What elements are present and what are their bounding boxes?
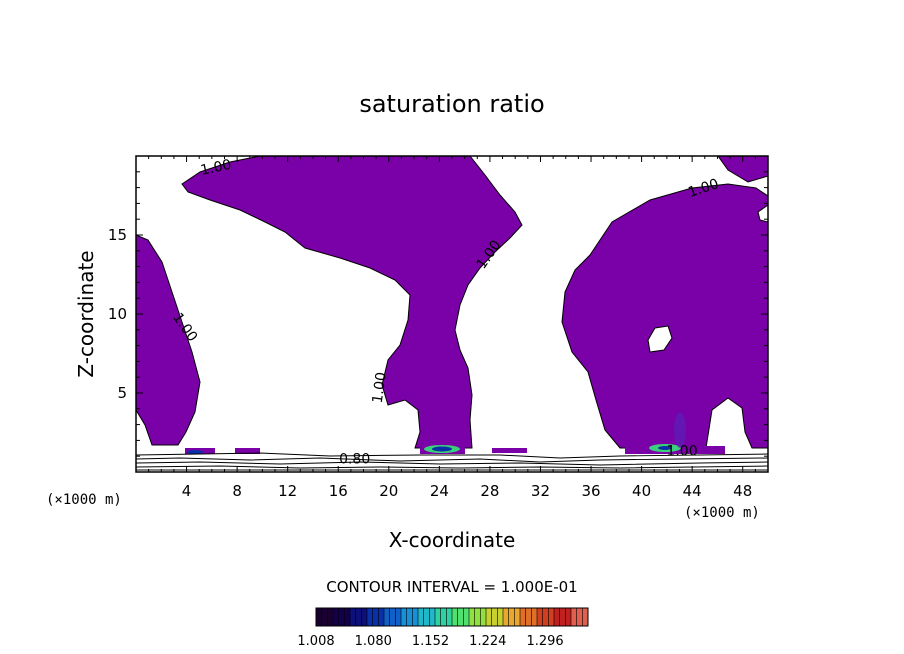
colorbar-bin xyxy=(446,608,453,626)
colorbar-bin xyxy=(338,608,345,626)
x-tick-label: 20 xyxy=(379,482,398,500)
surface-contour-line xyxy=(136,452,768,459)
colorbar-bin xyxy=(435,608,442,626)
supersaturated-region xyxy=(561,183,768,449)
colorbar-bin xyxy=(565,608,572,626)
high-saturation-core xyxy=(187,450,203,454)
cloud-hole xyxy=(757,204,768,223)
y-axis-label: Z-coordinate xyxy=(74,250,98,377)
colorbar-bin xyxy=(548,608,555,626)
colorbar-frame xyxy=(315,607,589,627)
surface-contour-line xyxy=(136,457,768,463)
colorbar-bin xyxy=(333,608,340,626)
x-units-left: (×1000 m) xyxy=(46,492,122,508)
y-tick-label: 5 xyxy=(117,384,127,402)
colorbar-tick-label: 1.008 xyxy=(297,634,334,649)
colorbar-bin xyxy=(582,608,589,626)
colorbar-bin xyxy=(480,608,487,626)
colorbar-bin xyxy=(525,608,532,626)
colorbar-bin xyxy=(514,608,521,626)
x-tick-label: 40 xyxy=(632,482,651,500)
contour-label: 1.00 xyxy=(199,157,233,179)
colorbar-bin xyxy=(401,608,408,626)
chart-title: saturation ratio xyxy=(359,90,544,118)
x-tick-label: 36 xyxy=(581,482,600,500)
x-tick-label: 28 xyxy=(480,482,499,500)
colorbar-bin xyxy=(474,608,481,626)
colorbar-bin xyxy=(542,608,549,626)
colorbar-bin xyxy=(327,608,334,626)
x-tick-label: 16 xyxy=(329,482,348,500)
colorbar-bin xyxy=(378,608,385,626)
high-saturation-core xyxy=(432,446,452,452)
colorbar-bin xyxy=(367,608,374,626)
colorbar-bin xyxy=(503,608,510,626)
colorbar-bin xyxy=(559,608,566,626)
contour-label: 0.80 xyxy=(339,451,370,467)
colorbar-tick-label: 1.080 xyxy=(355,634,392,649)
colorbar-bin xyxy=(418,608,425,626)
colorbar-bin xyxy=(576,608,583,626)
x-tick-label: 44 xyxy=(683,482,702,500)
colorbar-bin xyxy=(372,608,379,626)
colorbar-bin xyxy=(316,608,323,626)
x-tick-label: 32 xyxy=(531,482,550,500)
colorbar-bin xyxy=(361,608,368,626)
colorbar-bin xyxy=(531,608,538,626)
x-axis-label: X-coordinate xyxy=(389,528,516,552)
cloud-hole xyxy=(647,325,673,353)
contour-label: 1.00 xyxy=(370,371,390,404)
surface-contour-line xyxy=(136,461,768,466)
colorbar-tick-label: 1.224 xyxy=(469,634,506,649)
colorbar-bin xyxy=(571,608,578,626)
contour-label: 1.00 xyxy=(666,443,697,459)
supersaturated-region xyxy=(136,234,201,446)
colorbar-bin xyxy=(355,608,362,626)
high-saturation-core xyxy=(658,446,672,450)
colorbar: 1.008 1.080 1.152 1.224 1.296 xyxy=(297,607,589,649)
colorbar-bin xyxy=(321,608,328,626)
y-tick-label: 15 xyxy=(108,226,127,244)
x-tick-label: 48 xyxy=(733,482,752,500)
contour-interval: CONTOUR INTERVAL = 1.000E-01 xyxy=(326,578,577,596)
colorbar-bin xyxy=(389,608,396,626)
colorbar-bin xyxy=(384,608,391,626)
colorbar-bin xyxy=(440,608,447,626)
y-tick-label: 10 xyxy=(108,305,127,323)
colorbar-tick-label: 1.152 xyxy=(412,634,449,649)
colorbar-bin xyxy=(554,608,561,626)
colorbar-bin xyxy=(406,608,413,626)
low-patch xyxy=(492,448,527,453)
colorbar-bin xyxy=(497,608,504,626)
colorbar-bin xyxy=(429,608,436,626)
x-units-right: (×1000 m) xyxy=(684,505,760,521)
colorbar-bin xyxy=(457,608,464,626)
colorbar-bin xyxy=(452,608,459,626)
low-patch xyxy=(235,448,260,454)
colorbar-bin xyxy=(469,608,476,626)
colorbar-bin xyxy=(486,608,493,626)
x-tick-label: 12 xyxy=(278,482,297,500)
colorbar-bin xyxy=(491,608,498,626)
high-saturation-core xyxy=(674,412,686,448)
colorbar-bin xyxy=(423,608,430,626)
colorbar-bin xyxy=(412,608,419,626)
x-tick-label: 4 xyxy=(182,482,192,500)
plot-area: 1.001.001.001.001.001.000.80 xyxy=(136,156,768,472)
colorbar-tick-label: 1.296 xyxy=(526,634,563,649)
colorbar-bin xyxy=(344,608,351,626)
colorbar-bin xyxy=(350,608,357,626)
colorbar-bin xyxy=(520,608,527,626)
colorbar-bin xyxy=(463,608,470,626)
surface-contour-line xyxy=(136,465,768,469)
colorbar-bin xyxy=(508,608,515,626)
supersaturated-region xyxy=(717,156,768,183)
colorbar-bin xyxy=(395,608,402,626)
colorbar-bin xyxy=(537,608,544,626)
x-tick-label: 24 xyxy=(430,482,449,500)
x-tick-label: 8 xyxy=(232,482,242,500)
